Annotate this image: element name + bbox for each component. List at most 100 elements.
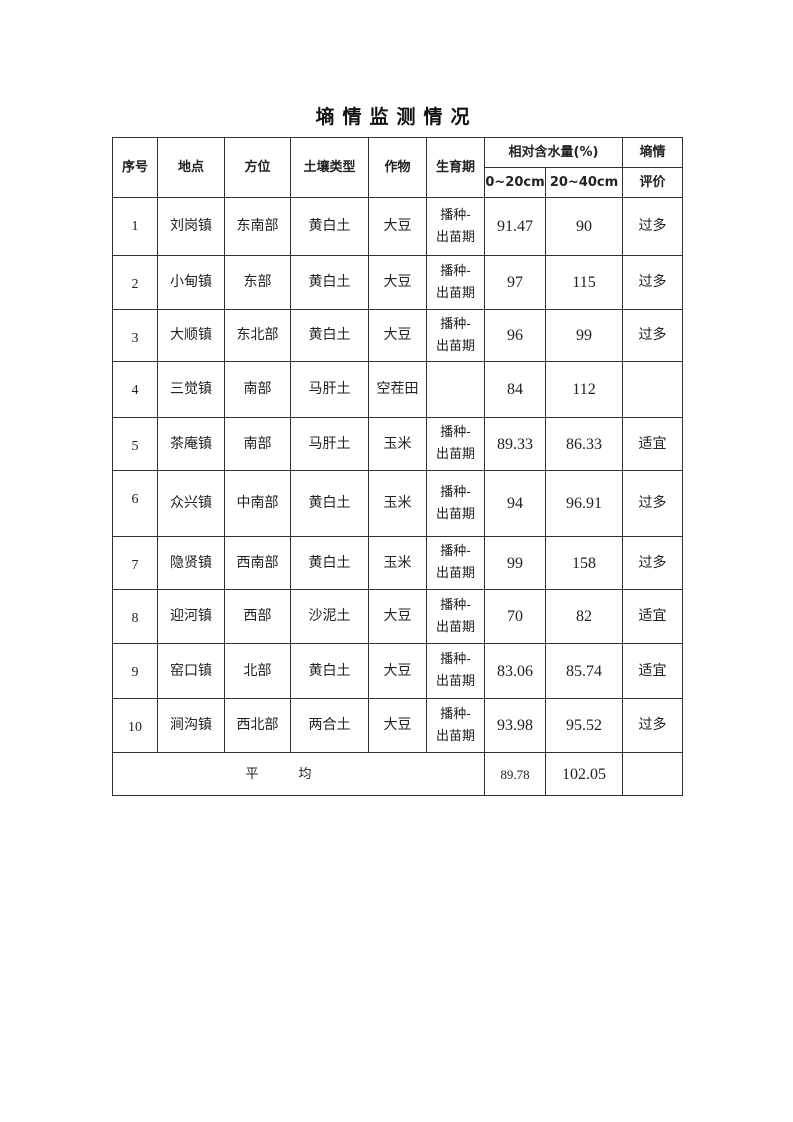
header-moisture: 相对含水量(%) xyxy=(483,137,624,168)
moisture-0-20-cell: 70 xyxy=(484,589,546,644)
evaluation-cell: 过多 xyxy=(622,255,684,310)
moisture-20-40-cell: 96.91 xyxy=(544,470,624,537)
soil-type-cell: 黄白土 xyxy=(290,536,369,590)
growth-stage-cell: 播种- 出苗期 xyxy=(426,417,485,471)
average-label: 平均 xyxy=(112,752,485,796)
moisture-0-20-cell: 89.33 xyxy=(484,417,546,471)
table-row: 3 大顺镇 东北部 黄白土 大豆 播种- 出苗期 96 99 过多 xyxy=(112,309,684,362)
location-cell: 三觉镇 xyxy=(157,361,225,418)
growth-stage-cell: 播种- 出苗期 xyxy=(426,470,485,537)
growth-stage-line: 播种- xyxy=(440,316,471,332)
direction-cell: 西南部 xyxy=(224,536,291,590)
location-cell: 隐贤镇 xyxy=(157,536,225,590)
moisture-20-40-cell: 90 xyxy=(544,197,624,256)
table-row: 10 涧沟镇 西北部 两合土 大豆 播种- 出苗期 93.98 95.52 过多 xyxy=(112,698,684,753)
evaluation-cell: 过多 xyxy=(622,309,684,362)
moisture-20-40-cell: 112 xyxy=(544,361,624,418)
evaluation-cell xyxy=(622,361,684,418)
growth-stage-line: 播种- xyxy=(440,425,471,440)
crop-cell: 大豆 xyxy=(368,589,427,644)
growth-stage-line: 出苗期 xyxy=(435,338,475,354)
header-evaluation-1: 墒情 xyxy=(622,137,684,168)
direction-cell: 南部 xyxy=(224,361,291,418)
serial-cell: 4 xyxy=(112,361,158,418)
evaluation-cell: 适宜 xyxy=(622,417,684,471)
location-cell: 茶庵镇 xyxy=(157,417,225,471)
average-0-20: 89.78 xyxy=(484,752,546,796)
growth-stage-line: 播种- xyxy=(440,544,471,559)
serial-cell: 7 xyxy=(112,536,158,590)
header-serial: 序号 xyxy=(112,137,158,198)
crop-cell: 玉米 xyxy=(368,470,427,537)
growth-stage-cell: 播种- 出苗期 xyxy=(426,255,485,310)
moisture-20-40-cell: 85.74 xyxy=(544,643,624,699)
serial-cell: 9 xyxy=(112,643,158,699)
growth-stage-line: 出苗期 xyxy=(435,506,475,522)
crop-cell: 大豆 xyxy=(368,309,427,362)
location-cell: 刘岗镇 xyxy=(157,197,225,256)
serial-cell: 8 xyxy=(112,589,158,644)
crop-cell: 玉米 xyxy=(368,536,427,590)
growth-stage-line: 播种- xyxy=(440,484,471,500)
crop-cell: 大豆 xyxy=(368,197,427,256)
growth-stage-line: 出苗期 xyxy=(435,728,475,744)
page-title: 墒情监测情况 xyxy=(315,106,478,128)
soil-type-cell: 黄白土 xyxy=(290,255,369,310)
soil-type-cell: 黄白土 xyxy=(290,309,369,362)
direction-cell: 中南部 xyxy=(224,470,291,537)
header-crop: 作物 xyxy=(368,137,427,198)
header-depth-0-20: 0~20cm xyxy=(484,167,546,198)
growth-stage-line: 播种- xyxy=(440,706,471,722)
table-row: 2 小甸镇 东部 黄白土 大豆 播种- 出苗期 97 115 过多 xyxy=(112,255,684,310)
location-cell: 大顺镇 xyxy=(157,309,225,362)
growth-stage-cell: 播种- 出苗期 xyxy=(426,698,485,753)
growth-stage-line: 播种- xyxy=(440,597,471,613)
moisture-20-40-cell: 115 xyxy=(544,255,624,310)
serial-cell: 6 xyxy=(112,470,158,537)
table-row: 6 众兴镇 中南部 黄白土 玉米 播种- 出苗期 94 96.91 过多 xyxy=(112,470,684,537)
growth-stage-cell: 播种- 出苗期 xyxy=(426,536,485,590)
growth-stage-line: 播种- xyxy=(440,207,471,223)
soil-type-cell: 两合土 xyxy=(290,698,369,753)
growth-stage-line: 出苗期 xyxy=(435,285,475,301)
average-20-40: 102.05 xyxy=(544,752,624,796)
moisture-20-40-cell: 86.33 xyxy=(544,417,624,471)
serial-cell: 5 xyxy=(112,417,158,471)
growth-stage-line: 出苗期 xyxy=(435,619,475,635)
crop-cell: 大豆 xyxy=(368,643,427,699)
serial-cell: 2 xyxy=(112,255,158,310)
evaluation-cell: 过多 xyxy=(622,197,684,256)
evaluation-cell: 过多 xyxy=(622,698,684,753)
location-cell: 迎河镇 xyxy=(157,589,225,644)
crop-cell: 玉米 xyxy=(368,417,427,471)
location-cell: 涧沟镇 xyxy=(157,698,225,753)
evaluation-cell: 过多 xyxy=(622,536,684,590)
soil-moisture-table: 序号 地点 方位 土壤类型 作物 生育期 相对含水量(%) 墒情 0~20cm … xyxy=(112,137,684,796)
crop-cell: 大豆 xyxy=(368,698,427,753)
average-evaluation xyxy=(622,752,684,796)
soil-type-cell: 黄白土 xyxy=(290,643,369,699)
header-evaluation-2: 评价 xyxy=(622,167,684,198)
growth-stage-cell: 播种- 出苗期 xyxy=(426,643,485,699)
moisture-20-40-cell: 95.52 xyxy=(544,698,624,753)
crop-cell: 空茬田 xyxy=(368,361,427,418)
moisture-0-20-cell: 84 xyxy=(484,361,546,418)
header-soil-type: 土壤类型 xyxy=(290,137,369,198)
growth-stage-line: 播种- xyxy=(440,652,471,667)
moisture-0-20-cell: 96 xyxy=(484,309,546,362)
location-cell: 众兴镇 xyxy=(157,470,225,537)
table-row: 9 窑口镇 北部 黄白土 大豆 播种- 出苗期 83.06 85.74 适宜 xyxy=(112,643,684,699)
average-row: 平均 89.78 102.05 xyxy=(112,752,684,796)
growth-stage-cell xyxy=(426,361,485,418)
growth-stage-cell: 播种- 出苗期 xyxy=(426,589,485,644)
growth-stage-line: 出苗期 xyxy=(435,566,475,581)
growth-stage-cell: 播种- 出苗期 xyxy=(426,309,485,362)
serial-cell: 3 xyxy=(112,309,158,362)
direction-cell: 东部 xyxy=(224,255,291,310)
header-row: 序号 地点 方位 土壤类型 作物 生育期 相对含水量(%) 墒情 xyxy=(112,137,684,198)
growth-stage-line: 出苗期 xyxy=(435,674,475,689)
table-row: 7 隐贤镇 西南部 黄白土 玉米 播种- 出苗期 99 158 过多 xyxy=(112,536,684,590)
direction-cell: 东北部 xyxy=(224,309,291,362)
moisture-20-40-cell: 99 xyxy=(544,309,624,362)
moisture-0-20-cell: 97 xyxy=(484,255,546,310)
